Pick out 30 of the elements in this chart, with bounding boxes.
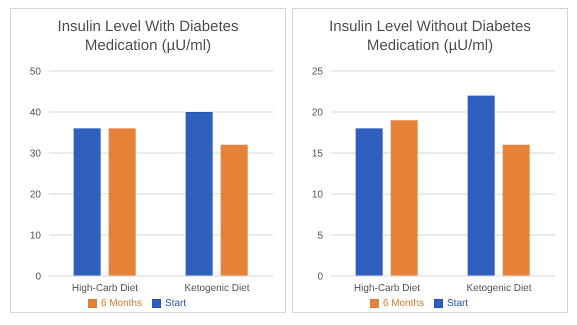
bar: [468, 96, 495, 276]
chart-title: Insulin Level Without Diabetes Medication (µU/ml): [328, 17, 532, 56]
bar: [74, 128, 101, 276]
y-tick-label: 50: [30, 66, 42, 78]
y-tick-label: 25: [312, 66, 324, 78]
y-tick-label: 30: [30, 148, 42, 160]
y-tick-label: 5: [317, 230, 324, 242]
y-tick-label: 10: [30, 230, 42, 242]
x-tick-label: Ketogenic Diet: [466, 283, 532, 294]
legend-label: Start: [165, 298, 186, 309]
legend-label: 6 Months: [100, 298, 142, 309]
y-tick-label: 20: [312, 108, 324, 119]
legend-label: Start: [447, 298, 468, 309]
y-tick-label: 10: [312, 190, 324, 201]
y-tick-label: 0: [35, 272, 42, 283]
x-tick-label: High-Carb Diet: [72, 283, 138, 294]
bar: [220, 144, 248, 276]
y-tick-label: 0: [317, 272, 324, 283]
bar: [108, 128, 136, 276]
x-tick-label: Ketogenic Diet: [184, 283, 250, 294]
y-tick-label: 40: [30, 108, 42, 119]
bar: [390, 120, 418, 276]
y-tick-label: 15: [312, 148, 324, 160]
bar: [502, 144, 530, 276]
bar: [186, 112, 213, 276]
legend-label: 6 Months: [382, 298, 424, 309]
chart-title: Insulin Level With Diabetes Medication (µU/ml): [56, 17, 240, 56]
x-tick-label: High-Carb Diet: [354, 283, 420, 294]
y-tick-label: 20: [30, 190, 42, 201]
bar: [356, 128, 383, 276]
